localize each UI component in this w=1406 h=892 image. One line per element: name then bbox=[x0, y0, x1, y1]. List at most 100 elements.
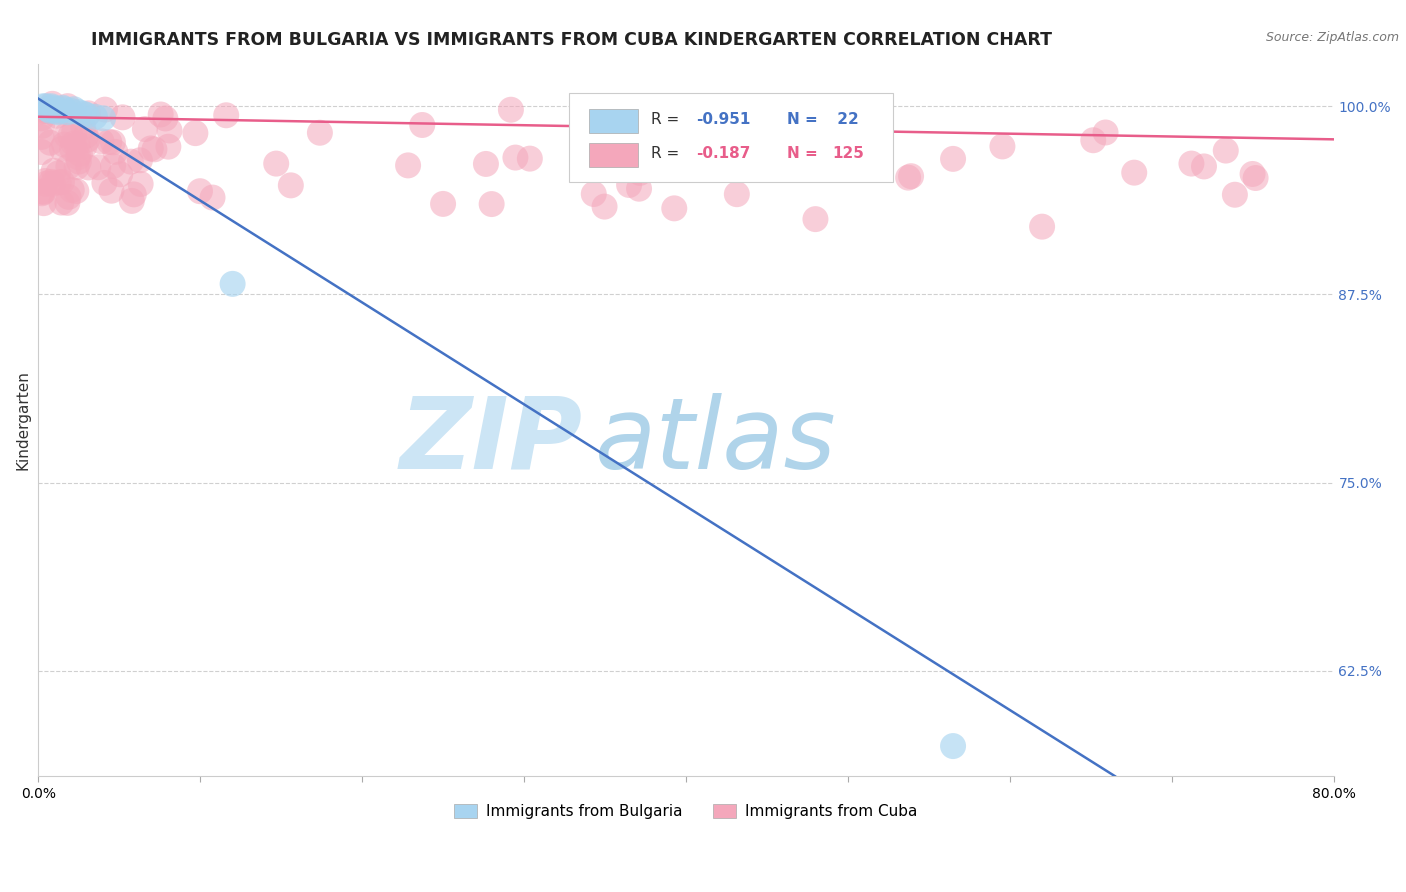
Point bbox=[664, 202, 686, 216]
Point bbox=[39, 99, 62, 113]
Point bbox=[1241, 167, 1264, 181]
Point bbox=[120, 154, 142, 169]
Point bbox=[39, 136, 62, 150]
Point bbox=[1215, 144, 1237, 158]
Point bbox=[67, 105, 90, 120]
Point bbox=[900, 169, 922, 184]
Point bbox=[77, 161, 100, 175]
Point bbox=[42, 101, 65, 115]
Point bbox=[104, 145, 127, 159]
Point bbox=[98, 135, 121, 149]
Point bbox=[155, 112, 177, 126]
Point bbox=[51, 142, 73, 156]
Point bbox=[505, 151, 527, 165]
Point bbox=[1031, 219, 1053, 234]
Point bbox=[1223, 187, 1246, 202]
Point bbox=[37, 102, 59, 116]
Point bbox=[91, 112, 114, 126]
Point bbox=[46, 105, 69, 120]
Point bbox=[67, 154, 90, 169]
Point bbox=[55, 128, 77, 143]
Point bbox=[31, 185, 53, 199]
Point bbox=[897, 170, 920, 185]
Point bbox=[59, 103, 82, 118]
Point bbox=[62, 136, 84, 151]
Point bbox=[48, 175, 70, 189]
Point bbox=[1083, 133, 1105, 147]
Point bbox=[56, 105, 79, 120]
Point bbox=[46, 166, 69, 180]
Point bbox=[65, 184, 87, 198]
Point bbox=[53, 102, 76, 116]
Point bbox=[129, 177, 152, 191]
Point bbox=[37, 103, 59, 117]
Point bbox=[149, 107, 172, 121]
Point bbox=[45, 102, 67, 116]
Point bbox=[56, 195, 79, 210]
FancyBboxPatch shape bbox=[569, 93, 893, 182]
Point bbox=[264, 156, 287, 170]
Point bbox=[806, 148, 828, 162]
Point bbox=[32, 99, 55, 113]
Point bbox=[432, 197, 454, 211]
Y-axis label: Kindergarten: Kindergarten bbox=[15, 370, 30, 470]
Point bbox=[52, 101, 75, 115]
Point bbox=[734, 119, 756, 133]
Text: -0.187: -0.187 bbox=[696, 145, 751, 161]
Point bbox=[51, 175, 73, 189]
Point bbox=[31, 145, 53, 159]
Point bbox=[60, 142, 83, 156]
Point bbox=[76, 108, 98, 122]
Point bbox=[58, 160, 80, 174]
Point bbox=[35, 99, 58, 113]
Bar bbox=[589, 143, 638, 168]
Point bbox=[67, 150, 90, 164]
Point bbox=[53, 137, 76, 152]
Point bbox=[734, 104, 756, 119]
Point bbox=[94, 103, 117, 117]
Point bbox=[101, 136, 124, 150]
Point bbox=[93, 176, 115, 190]
Point bbox=[44, 103, 66, 118]
Point bbox=[411, 118, 433, 132]
Point bbox=[942, 152, 965, 166]
Point bbox=[76, 133, 98, 147]
Point bbox=[60, 183, 83, 197]
Point bbox=[42, 177, 65, 191]
Text: Source: ZipAtlas.com: Source: ZipAtlas.com bbox=[1265, 31, 1399, 45]
Point bbox=[159, 123, 181, 137]
Point bbox=[101, 159, 124, 173]
Point bbox=[188, 184, 211, 198]
Point bbox=[735, 103, 758, 117]
Text: IMMIGRANTS FROM BULGARIA VS IMMIGRANTS FROM CUBA KINDERGARTEN CORRELATION CHART: IMMIGRANTS FROM BULGARIA VS IMMIGRANTS F… bbox=[91, 31, 1052, 49]
Point bbox=[593, 200, 616, 214]
Point bbox=[499, 103, 522, 117]
Legend: Immigrants from Bulgaria, Immigrants from Cuba: Immigrants from Bulgaria, Immigrants fro… bbox=[449, 798, 924, 825]
Point bbox=[1192, 160, 1215, 174]
Point bbox=[31, 129, 53, 144]
Point bbox=[42, 163, 65, 178]
Point bbox=[38, 103, 60, 118]
Point bbox=[838, 145, 860, 159]
Point bbox=[1123, 166, 1146, 180]
Point bbox=[31, 186, 53, 201]
Text: atlas: atlas bbox=[595, 393, 837, 490]
Text: 125: 125 bbox=[832, 145, 865, 161]
Point bbox=[804, 212, 827, 227]
Point bbox=[58, 190, 80, 204]
Point bbox=[110, 167, 132, 181]
Text: -0.951: -0.951 bbox=[696, 112, 751, 127]
Point bbox=[1180, 156, 1202, 170]
Point bbox=[201, 190, 224, 204]
Point bbox=[129, 153, 152, 168]
Point bbox=[87, 161, 110, 175]
Point bbox=[309, 126, 332, 140]
Text: N =: N = bbox=[787, 145, 823, 161]
Point bbox=[32, 196, 55, 211]
Point bbox=[75, 128, 97, 143]
Point bbox=[582, 186, 605, 201]
Text: N =: N = bbox=[787, 112, 823, 127]
Point bbox=[215, 108, 238, 122]
Point bbox=[679, 128, 702, 143]
Point bbox=[280, 178, 302, 193]
